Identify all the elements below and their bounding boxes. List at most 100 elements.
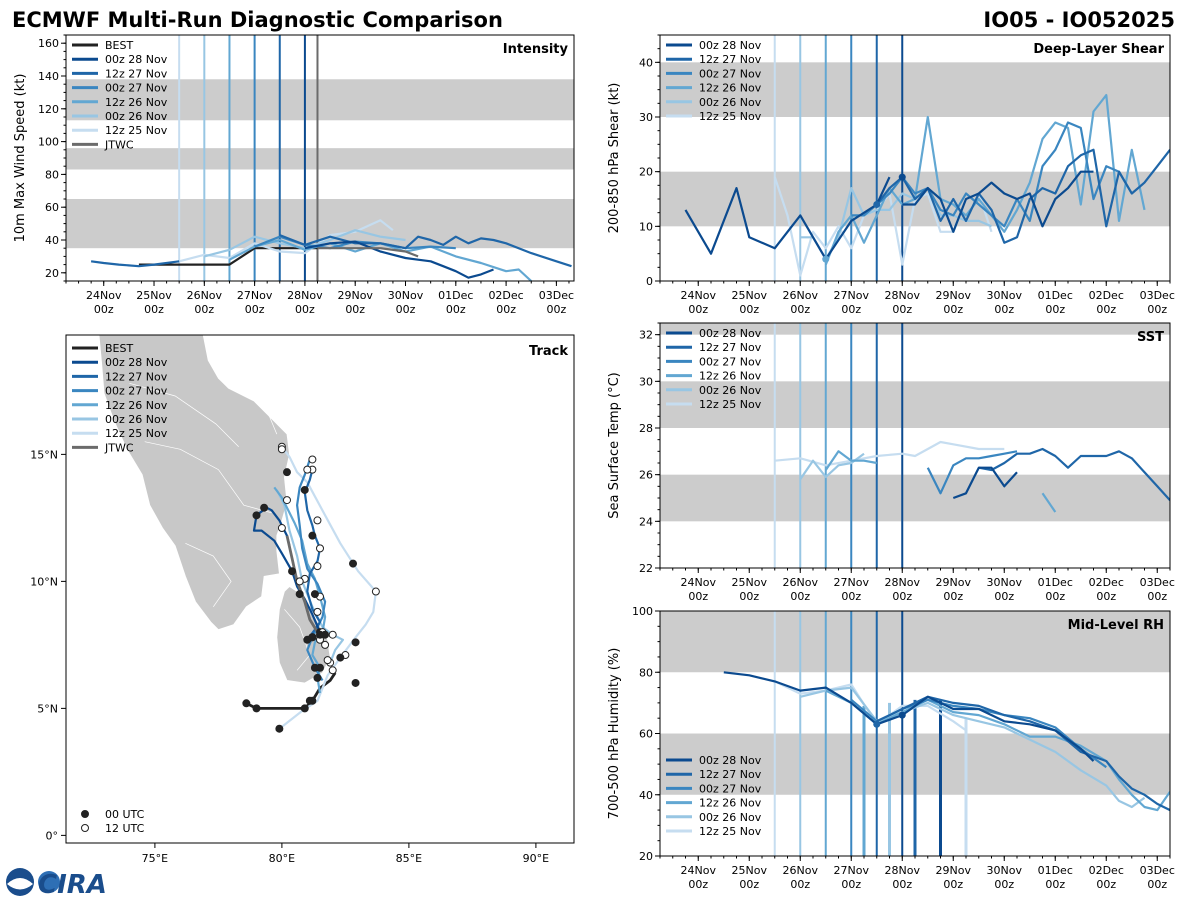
intensity-plot-area	[66, 35, 574, 281]
track-legend-label: 12z 26 Nov	[105, 399, 168, 412]
sst-xtick-hour: 00z	[790, 590, 810, 603]
shear-point-marker	[873, 200, 881, 208]
sst-xtick-date: 24Nov	[681, 576, 717, 589]
rh-ylabel: 700-500 hPa Humidity (%)	[607, 648, 622, 820]
sst-ytick-label: 28	[639, 422, 653, 435]
shear-xtick-date: 27Nov	[834, 289, 870, 302]
intensity-legend-label: 00z 28 Nov	[105, 53, 168, 66]
rh-xtick-hour: 00z	[1045, 878, 1065, 891]
sst-title: SST	[1137, 330, 1164, 345]
intensity-xtick-date: 03Dec	[539, 289, 574, 302]
track-point-00utc	[282, 468, 291, 477]
track-point-12utc	[316, 544, 324, 553]
track-title: Track	[529, 344, 568, 359]
intensity-band	[66, 148, 574, 170]
sst-xtick-date: 25Nov	[732, 576, 768, 589]
rh-point-marker	[873, 720, 881, 728]
state-boundary	[129, 382, 239, 448]
track-point-12utc	[321, 640, 330, 649]
shear-series-line	[902, 170, 1094, 233]
shear-ytick-label: 40	[639, 56, 653, 69]
sst-xtick-date: 01Dec	[1038, 576, 1073, 589]
rh-xtick-hour: 00z	[739, 878, 759, 891]
sst-xtick-hour: 00z	[892, 590, 912, 603]
track-legend-label: 00z 28 Nov	[105, 356, 168, 369]
track-point-12utc	[328, 630, 337, 639]
intensity-xtick-date: 27Nov	[237, 289, 273, 302]
sst-band	[660, 323, 1170, 335]
shear-legend-label: 00z 28 Nov	[699, 39, 762, 52]
intensity-legend-label: 12z 25 Nov	[105, 124, 168, 137]
rh-xtick-date: 29Nov	[936, 864, 972, 877]
sst-ytick-label: 26	[639, 469, 653, 482]
track-point-00utc	[300, 485, 309, 494]
shear-xtick-hour: 00z	[739, 303, 759, 316]
rh-series-line	[774, 680, 967, 732]
sst-xtick-hour: 00z	[688, 590, 708, 603]
intensity-series-line	[317, 247, 419, 258]
intensity-ytick-label: 100	[38, 136, 59, 149]
shear-xtick-hour: 00z	[1147, 303, 1167, 316]
sst-panel: 22242628303224Nov00z25Nov00z26Nov00z27No…	[607, 322, 1175, 603]
sst-series-line	[978, 447, 1170, 502]
track-marker-legend-symbol	[81, 824, 89, 832]
track-point-12utc	[277, 445, 286, 454]
shear-xtick-date: 02Dec	[1089, 289, 1124, 302]
sst-ylabel: Sea Surface Temp (°C)	[607, 372, 622, 519]
rh-panel: 2040608010024Nov00z25Nov00z26Nov00z27Nov…	[607, 605, 1175, 891]
sst-legend-label: 12z 25 Nov	[699, 398, 762, 411]
track-legend-label: JTWC	[104, 441, 134, 454]
rh-xtick-hour: 00z	[1147, 878, 1167, 891]
track-point-00utc	[295, 590, 304, 599]
sst-xtick-date: 02Dec	[1089, 576, 1124, 589]
shear-xtick-date: 30Nov	[987, 289, 1023, 302]
sri-lanka-landmass	[276, 585, 331, 684]
intensity-title: Intensity	[503, 42, 569, 57]
track-line	[303, 469, 322, 641]
intensity-series-line	[90, 260, 180, 268]
track-point-12utc	[308, 455, 317, 464]
track-xtick-label: 85°E	[396, 852, 422, 865]
track-point-00utc	[310, 663, 319, 672]
track-marker-legend-label: 00 UTC	[105, 808, 145, 821]
sst-series-line	[952, 466, 1018, 500]
intensity-xtick-date: 28Nov	[287, 289, 323, 302]
storm-id: IO05 - IO052025	[983, 8, 1175, 32]
shear-xtick-hour: 00z	[1096, 303, 1116, 316]
track-panel: 75°E 80°E 85°E 90°E0°5°N10°N15°NTrackBEST00…	[30, 334, 575, 865]
rh-xtick-date: 25Nov	[732, 864, 768, 877]
intensity-series-line	[304, 240, 494, 279]
rh-ytick-label: 60	[639, 728, 653, 741]
track-point-00utc	[305, 696, 314, 705]
track-line	[296, 459, 327, 681]
intensity-ytick-label: 40	[45, 234, 59, 247]
track-legend-label: 00z 27 Nov	[105, 385, 168, 398]
track-point-00utc	[313, 673, 322, 682]
state-boundary	[210, 335, 278, 435]
shear-xtick-hour: 00z	[841, 303, 861, 316]
intensity-xtick-hour: 00z	[245, 303, 265, 316]
shear-title: Deep-Layer Shear	[1033, 42, 1164, 57]
track-point-00utc	[351, 638, 360, 647]
track-point-12utc	[282, 496, 291, 505]
rh-xtick-date: 01Dec	[1038, 864, 1073, 877]
sst-series-line	[1041, 492, 1057, 513]
rh-xtick-hour: 00z	[994, 878, 1014, 891]
intensity-xtick-hour: 00z	[547, 303, 567, 316]
track-point-12utc	[277, 524, 286, 533]
rh-point-marker	[898, 711, 906, 719]
shear-ytick-label: 30	[639, 111, 653, 124]
rh-legend-label: 12z 25 Nov	[699, 825, 762, 838]
sst-plot-area	[660, 323, 1170, 568]
rh-ytick-label: 20	[639, 850, 653, 863]
intensity-xtick-hour: 00z	[194, 303, 214, 316]
intensity-ytick-label: 60	[45, 201, 59, 214]
intensity-xtick-date: 30Nov	[388, 289, 424, 302]
rh-xtick-hour: 00z	[688, 878, 708, 891]
rh-xtick-date: 27Nov	[834, 864, 870, 877]
track-point-00utc	[308, 633, 317, 642]
track-point-12utc	[323, 656, 332, 665]
sst-ytick-label: 30	[639, 375, 653, 388]
sst-xtick-date: 28Nov	[885, 576, 921, 589]
